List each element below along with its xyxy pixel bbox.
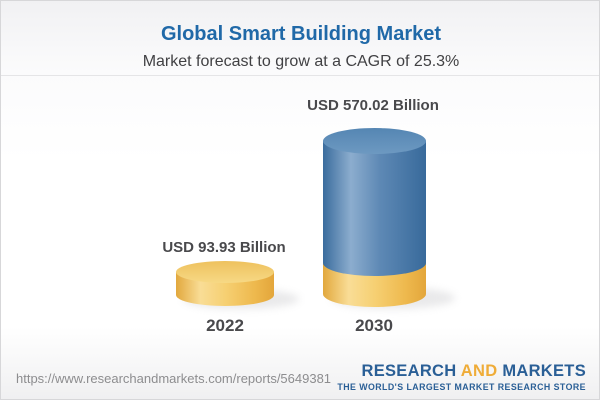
brand-logo: RESEARCH AND MARKETS THE WORLD'S LARGEST… [337,363,586,391]
chart-subtitle: Market forecast to grow at a CAGR of 25.… [142,53,460,70]
bar-2030-top [323,128,426,154]
category-label-2030: 2030 [355,316,393,335]
value-label-2022: USD 93.93 Billion [162,239,286,256]
category-label-2022: 2022 [206,316,244,335]
report-url-link[interactable]: https://www.researchandmarkets.com/repor… [16,371,332,386]
page-title: Global Smart Building Market [160,23,442,45]
brand-tagline: THE WORLD'S LARGEST MARKET RESEARCH STOR… [337,381,586,392]
header: Global Smart Building Market Market fore… [1,1,599,71]
bar-2030-cylinder [323,128,426,307]
bar-2022-cylinder [176,261,274,306]
brand-word-and: AND [460,362,498,380]
brand-word-markets: MARKETS [502,362,586,380]
brand-logo-wordmark: RESEARCH AND MARKETS [337,363,586,380]
value-label-2030: USD 570.02 Billion [307,97,439,114]
brand-word-research: RESEARCH [361,362,457,380]
divider [1,75,599,76]
bar-2030-body [323,141,426,276]
